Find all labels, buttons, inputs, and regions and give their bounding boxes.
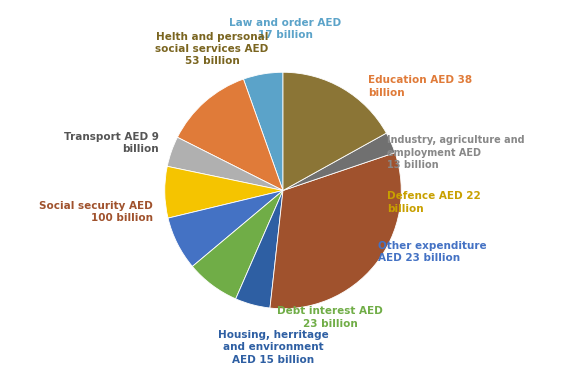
Text: Defence AED 22
billion: Defence AED 22 billion [387,191,481,213]
Text: Other expenditure
AED 23 billion: Other expenditure AED 23 billion [378,241,486,263]
Text: Debt interest AED
23 billion: Debt interest AED 23 billion [277,306,383,329]
Wedge shape [168,190,283,266]
Text: Industry, agriculture and
employment AED
13 billion: Industry, agriculture and employment AED… [387,135,525,170]
Text: Transport AED 9
billion: Transport AED 9 billion [64,132,159,154]
Wedge shape [192,190,283,299]
Wedge shape [167,137,283,190]
Wedge shape [243,72,283,190]
Text: Helth and personal
social services AED
53 billion: Helth and personal social services AED 5… [156,32,269,66]
Wedge shape [235,190,283,308]
Wedge shape [270,153,401,309]
Text: Law and order AED
17 billion: Law and order AED 17 billion [229,18,341,40]
Wedge shape [283,72,387,190]
Text: Education AED 38
billion: Education AED 38 billion [368,75,472,98]
Wedge shape [177,79,283,190]
Text: Housing, herritage
and environment
AED 15 billion: Housing, herritage and environment AED 1… [218,330,329,365]
Wedge shape [165,166,283,218]
Text: Social security AED
100 billion: Social security AED 100 billion [39,200,153,223]
Wedge shape [283,133,395,190]
